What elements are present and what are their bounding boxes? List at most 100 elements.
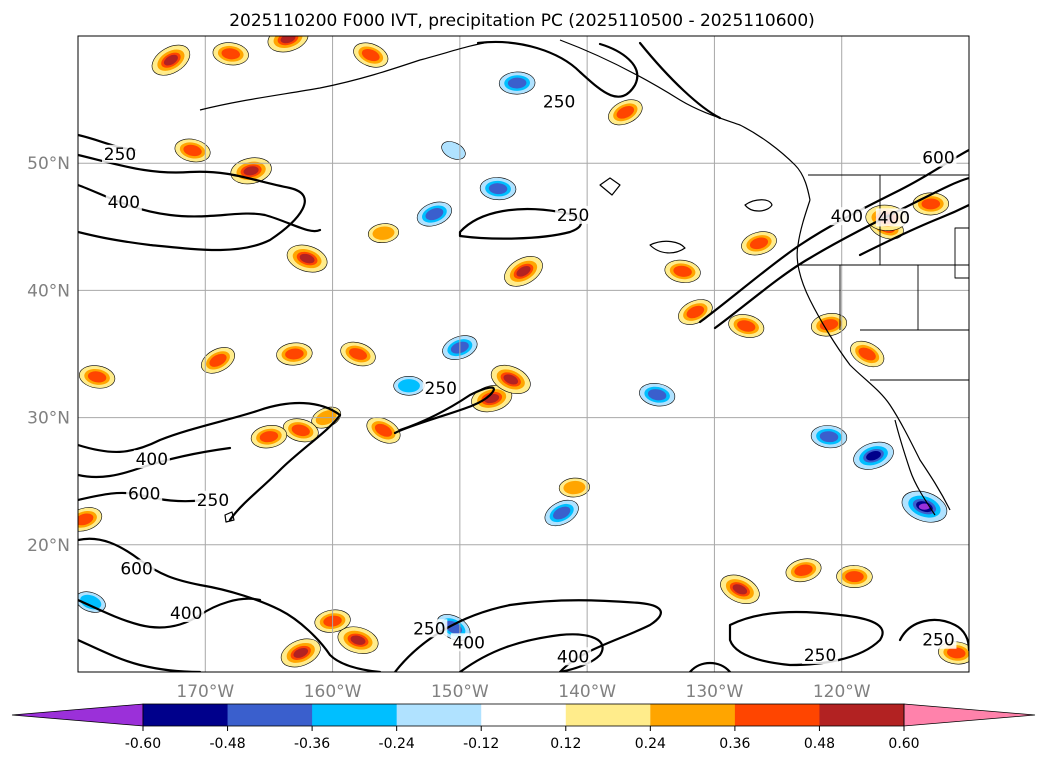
contour-label-bg	[555, 647, 592, 666]
precip-blob	[639, 383, 676, 407]
colorbar-extend-min	[11, 703, 144, 727]
y-tick-label: 30°N	[27, 409, 70, 429]
precip-blob	[250, 425, 288, 449]
precip-contour-fill	[794, 564, 813, 576]
island	[649, 240, 686, 254]
y-axis-ticks: 20°N 30°N 40°N 50°N	[27, 154, 70, 556]
colorbar: -0.60 -0.48 -0.36 -0.24 -0.12 0.12 0.24 0.36 0.4…	[11, 703, 1036, 752]
precip-contour-fill	[673, 265, 692, 277]
contour-label-bg	[555, 205, 592, 224]
precip-blob	[836, 565, 873, 589]
precip-blob	[212, 42, 249, 66]
x-axis-ticks: 170°W 160°W 150°W 140°W 130°W 120°W	[176, 682, 870, 702]
precip-blob	[853, 441, 894, 470]
ivt-contour	[728, 610, 884, 667]
ivt-contour	[78, 638, 202, 672]
contour-label-bg	[194, 490, 231, 509]
precip-contour-fill	[732, 584, 748, 595]
precip-blob	[286, 244, 328, 273]
ivt-contour	[476, 40, 639, 98]
precip-blob	[479, 177, 517, 201]
contour-label: 400	[878, 208, 910, 228]
x-tick-label: 120°W	[813, 682, 871, 702]
precip-blob	[337, 626, 379, 654]
precip-blob	[151, 44, 191, 76]
contour-label-bg	[422, 378, 459, 397]
contour-label-bg	[133, 450, 170, 469]
contour-label-bg	[920, 148, 957, 167]
precip-contour-fill	[737, 320, 756, 332]
precip-blob	[608, 99, 643, 126]
colorbar-tick-label: -0.24	[379, 736, 415, 752]
precip-contour-fill	[349, 348, 368, 360]
precip-contour-fill	[819, 431, 839, 443]
precip-blob	[340, 341, 376, 367]
precip-blob	[280, 638, 321, 668]
precip-blob	[201, 347, 235, 374]
precip-blob	[471, 384, 513, 413]
precip-contour-fill	[397, 379, 420, 393]
contour-label: 250	[104, 145, 136, 165]
precip-contour-fill	[293, 647, 309, 658]
precip-contour-fill	[299, 253, 315, 264]
colorbar-segment	[312, 704, 398, 726]
colorbar-segment	[734, 704, 820, 726]
x-tick-label: 160°W	[304, 682, 362, 702]
colorbar-tick-label: 0.48	[804, 736, 835, 752]
precip-contour-fill	[425, 208, 444, 221]
chart-title: 2025110200 F000 IVT, precipitation PC (2…	[229, 11, 815, 31]
precip-blob	[810, 425, 848, 449]
ivt-contour	[713, 176, 969, 330]
x-tick-label: 170°W	[176, 682, 234, 702]
precip-contour-fill	[553, 506, 571, 520]
colorbar-outline	[142, 703, 905, 727]
contour-label-bg	[920, 630, 957, 649]
contour-label-bg	[118, 559, 155, 578]
contour-label: 400	[108, 193, 140, 213]
contour-label: 400	[136, 450, 168, 470]
contour-label: 250	[197, 491, 229, 511]
contour-label-bg	[411, 619, 448, 638]
contour-label: 400	[557, 647, 589, 667]
precip-contour-fill	[87, 371, 107, 383]
x-tick-label: 130°W	[686, 682, 744, 702]
coastline	[559, 39, 811, 201]
ivt-contour	[638, 41, 722, 120]
ivt-contour	[898, 618, 969, 652]
contour-label-bg	[168, 604, 205, 623]
y-tick-label: 50°N	[27, 154, 70, 174]
contour-label: 600	[120, 560, 152, 580]
precip-blob	[498, 71, 536, 95]
colorbar-tick-label: -0.12	[463, 736, 499, 752]
ivt-contour	[393, 386, 496, 435]
precip-contour-fill	[749, 237, 769, 250]
coastline	[796, 199, 951, 511]
map-frame	[77, 35, 970, 673]
contour-label: 600	[128, 484, 160, 504]
island	[224, 511, 235, 523]
coastline	[894, 419, 936, 516]
precip-contour-fill	[291, 424, 310, 437]
ivt-contour-labels: 250 250 400 250 600 400 400 250 400 600 250 600 400 2…	[102, 92, 957, 667]
colorbar-tick-label: 0.36	[719, 736, 750, 752]
contour-label: 600	[922, 149, 954, 169]
y-tick-label: 40°N	[27, 281, 70, 301]
ivt-contour	[78, 597, 262, 629]
ivt-contour	[78, 153, 306, 252]
precip-contour-fill	[243, 166, 259, 176]
precip-contour-fill	[921, 198, 941, 210]
precip-blob	[366, 417, 401, 444]
precip-contour-fill	[361, 49, 380, 62]
precip-contour-fill	[374, 423, 393, 437]
colorbar-tick-label: -0.60	[125, 736, 161, 752]
precip-contour-fill	[686, 305, 705, 319]
precip-contour-fill	[845, 571, 864, 583]
precip-contour-fill	[918, 503, 931, 510]
precip-contour-fill	[503, 374, 519, 385]
island	[744, 199, 773, 212]
precip-contour-fill	[616, 106, 635, 119]
ivt-contour	[688, 661, 732, 672]
y-tick-label: 20°N	[27, 536, 70, 556]
contour-label-bg	[802, 646, 839, 665]
